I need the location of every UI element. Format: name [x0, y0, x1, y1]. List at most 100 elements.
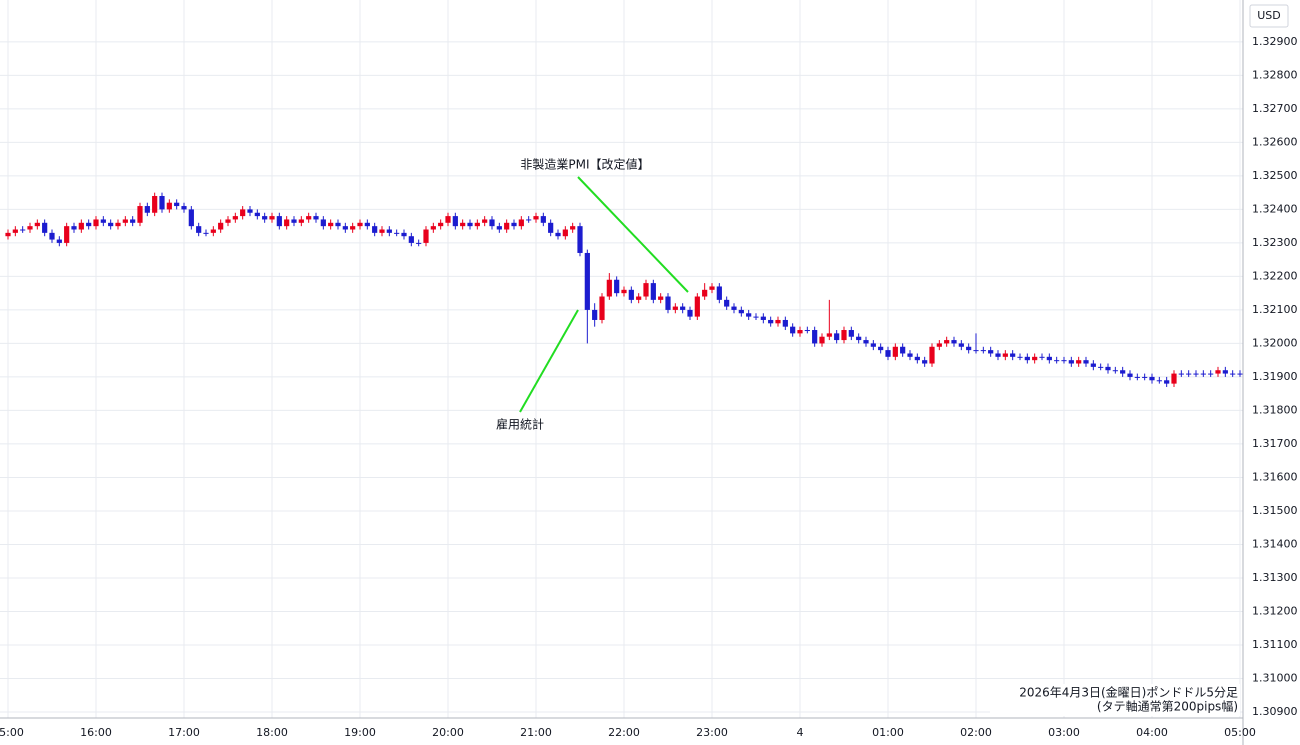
candle-body [863, 340, 869, 344]
candle-body [1054, 360, 1060, 362]
candle-body [1164, 380, 1170, 384]
y-tick-label: 1.32100 [1252, 303, 1298, 316]
y-tick-label: 1.32200 [1252, 269, 1298, 282]
candle-body [511, 222, 517, 227]
candle-body [658, 296, 664, 300]
candle-body [262, 216, 268, 220]
candle-body [724, 299, 730, 307]
candle-body [540, 216, 546, 223]
candle-body [1076, 360, 1082, 364]
x-tick-label: 21:00 [520, 726, 552, 739]
candle-body [848, 330, 854, 337]
candle-body [342, 226, 348, 230]
annotation: 雇用統計 [496, 417, 544, 432]
candle-body [423, 229, 429, 243]
x-tick-label: 04:00 [1136, 726, 1168, 739]
y-axis-label: USD [1257, 9, 1281, 22]
x-tick-label: 03:00 [1048, 726, 1080, 739]
candle-body [188, 209, 194, 227]
candle-body [526, 219, 532, 221]
candle-body [276, 216, 282, 227]
candle-body [760, 316, 766, 320]
candle-body [687, 309, 693, 317]
candle-body [1222, 370, 1228, 374]
candle-body [5, 232, 11, 237]
candle-body [812, 330, 818, 344]
candle-body [1098, 366, 1104, 368]
candle-body [636, 296, 642, 300]
y-tick-label: 1.31400 [1252, 537, 1298, 550]
candle-body [174, 202, 180, 207]
candle-body [1208, 373, 1214, 375]
x-tick-label: 19:00 [344, 726, 376, 739]
y-tick-label: 1.31300 [1252, 571, 1298, 584]
y-tick-label: 1.32300 [1252, 236, 1298, 249]
candle-body [555, 232, 561, 237]
x-tick-label: 23:00 [696, 726, 728, 739]
candle-body [1105, 366, 1111, 371]
candle-body [56, 239, 62, 243]
x-tick-label: 20:00 [432, 726, 464, 739]
candle-body [42, 222, 48, 233]
candle-body [115, 222, 121, 227]
x-tick-label: 22:00 [608, 726, 640, 739]
y-tick-label: 1.32400 [1252, 202, 1298, 215]
candle-body [1193, 373, 1199, 375]
candle-body [152, 196, 158, 213]
y-tick-label: 1.32800 [1252, 68, 1298, 81]
y-tick-label: 1.31800 [1252, 403, 1298, 416]
candle-body [284, 219, 290, 227]
candle-body [672, 306, 678, 310]
y-tick-label: 1.32700 [1252, 102, 1298, 115]
candle-body [438, 222, 444, 227]
candle-body [1134, 376, 1140, 378]
candle-body [445, 216, 451, 223]
candle-body [1127, 373, 1133, 377]
candle-body [86, 222, 92, 227]
y-tick-label: 1.31900 [1252, 370, 1298, 383]
candle-body [20, 229, 26, 231]
candle-body [592, 309, 598, 320]
candle-body [232, 216, 238, 220]
candle-body [1171, 373, 1177, 384]
footnote-bg [990, 684, 1240, 716]
candle-body [1068, 360, 1074, 364]
candle-body [775, 319, 781, 324]
candle-body [335, 222, 341, 227]
candle-body [841, 330, 847, 341]
candle-body [980, 350, 986, 352]
candle-body [1178, 373, 1184, 375]
candle-body [144, 206, 150, 213]
y-tick-label: 1.31700 [1252, 437, 1298, 450]
candle-body [1046, 356, 1052, 361]
candle-body [680, 306, 686, 310]
candle-body [892, 346, 898, 357]
candle-body [364, 222, 370, 227]
candle-body [452, 216, 458, 227]
candle-body [782, 319, 788, 327]
candle-body [27, 226, 33, 230]
x-tick-label: 02:00 [960, 726, 992, 739]
candle-body [731, 306, 737, 310]
candle-body [306, 216, 312, 220]
candle-body [702, 289, 708, 297]
candle-body [1039, 356, 1045, 358]
candle-body [900, 346, 906, 354]
candle-body [93, 219, 99, 227]
x-tick-label: 17:00 [168, 726, 200, 739]
candle-body [467, 222, 473, 227]
x-tick-label: 4 [797, 726, 804, 739]
candle-body [1002, 353, 1008, 357]
candle-body [240, 209, 246, 217]
candle-body [1061, 360, 1067, 362]
candle-body [944, 340, 950, 344]
candle-body [606, 279, 612, 297]
candle-body [196, 226, 202, 233]
y-tick-label: 1.32600 [1252, 135, 1298, 148]
candle-body [1149, 376, 1155, 381]
annotation-line [577, 176, 689, 293]
candle-body [1017, 356, 1023, 358]
candle-body [474, 222, 480, 227]
candle-body [533, 216, 539, 220]
footnote: (タテ軸通常第200pips幅) [1097, 699, 1238, 714]
